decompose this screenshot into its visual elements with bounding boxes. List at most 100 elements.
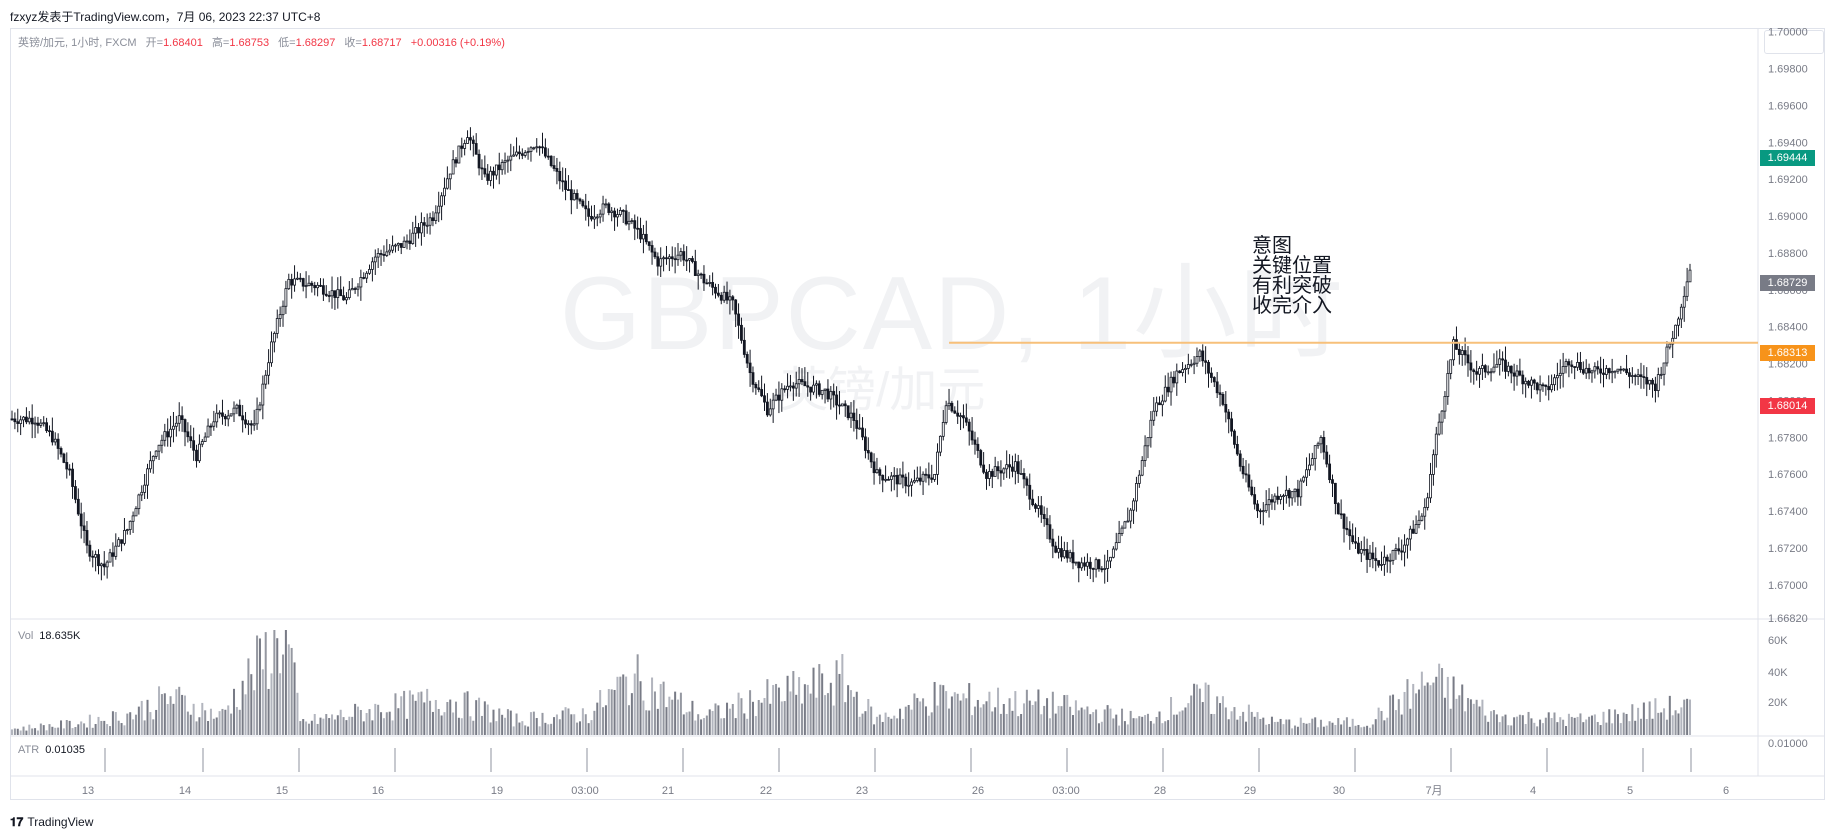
- volume-bar: [1686, 698, 1689, 735]
- volume-bar: [749, 690, 752, 735]
- candle-body: [1486, 371, 1490, 374]
- volume-bar: [1158, 711, 1161, 735]
- volume-bar: [94, 724, 97, 735]
- candle-body: [218, 412, 221, 415]
- volume-bar: [1435, 676, 1438, 735]
- volume-bar: [103, 720, 106, 735]
- volume-bar: [1608, 709, 1611, 735]
- candle-body: [275, 318, 279, 334]
- candle-body: [598, 213, 602, 218]
- volume-bar: [754, 716, 757, 735]
- candle-body: [685, 259, 689, 262]
- volume-bar: [1005, 713, 1008, 735]
- volume-bar: [1605, 722, 1608, 735]
- candle-body: [1512, 372, 1516, 377]
- volume-bar: [57, 727, 60, 735]
- volume-axis-20k: 20K: [1768, 697, 1788, 709]
- candle-body: [665, 257, 668, 260]
- y-tick-label: 1.67600: [1768, 469, 1808, 481]
- volume-bar: [1317, 727, 1320, 735]
- volume-bar: [446, 702, 449, 735]
- volume-bar: [1322, 726, 1325, 735]
- candle-body: [1305, 469, 1308, 478]
- candle-body: [944, 405, 948, 423]
- annotation-note[interactable]: 意图 关键位置 有利突破 收完介入: [1252, 236, 1332, 316]
- volume-bar: [463, 692, 466, 735]
- scale-settings-box[interactable]: [1764, 30, 1824, 54]
- open-label: 开=: [145, 37, 164, 49]
- volume-bar: [1357, 724, 1360, 735]
- candle-body: [1671, 337, 1675, 345]
- candle-body: [938, 435, 942, 453]
- volume-bar: [356, 706, 359, 735]
- volume-bar: [501, 714, 504, 735]
- volume-bar: [250, 674, 253, 735]
- candle-body: [1587, 367, 1591, 374]
- volume-bar: [253, 690, 256, 735]
- candle-body: [693, 261, 697, 276]
- candle-body: [1235, 443, 1239, 455]
- candle-body: [601, 203, 605, 215]
- candle-body: [962, 415, 965, 419]
- volume-bar: [1172, 714, 1175, 735]
- volume-bar: [1170, 697, 1173, 735]
- volume-bar: [630, 693, 633, 735]
- candle-body: [1625, 368, 1628, 374]
- candle-body: [1143, 445, 1147, 461]
- atr-bar: [1354, 748, 1356, 772]
- candle-body: [509, 155, 513, 161]
- volume-bar: [1086, 706, 1089, 735]
- volume-bar: [333, 719, 336, 735]
- volume-bar: [339, 709, 342, 735]
- price-chart[interactable]: 1.70000 1.69800 1.69600 1.69400 1.69200 1.690…: [0, 0, 1835, 800]
- candle-body: [1518, 370, 1522, 376]
- candle-body: [541, 146, 544, 149]
- tradingview-logo-icon: 𝟏𝟕: [10, 815, 24, 829]
- candle-body: [1573, 366, 1577, 368]
- volume-bar: [1394, 710, 1397, 735]
- candle-body: [1261, 510, 1265, 513]
- candle-body: [1616, 368, 1620, 372]
- volume-bar: [1386, 717, 1389, 735]
- footer-brand[interactable]: 𝟏𝟕 TradingView: [10, 815, 93, 830]
- volume-bar: [1097, 723, 1100, 735]
- candle-body: [1651, 379, 1654, 385]
- candle-body: [105, 561, 109, 568]
- y-tick-label: 1.69000: [1768, 211, 1808, 223]
- volume-bar: [1634, 720, 1637, 735]
- volume-bar: [1582, 722, 1585, 735]
- candle-body: [714, 286, 717, 294]
- candle-body: [463, 143, 467, 149]
- volume-bar: [737, 692, 740, 735]
- candle-body: [564, 180, 567, 190]
- candle-body: [500, 162, 504, 171]
- candle-body: [884, 478, 888, 481]
- volume-bar: [708, 709, 711, 735]
- volume-bar: [440, 715, 443, 735]
- atr-bar: [104, 748, 106, 772]
- candle-body: [789, 385, 792, 388]
- candle-body: [1207, 361, 1210, 374]
- candle-body: [1310, 458, 1314, 466]
- candle-body: [203, 436, 207, 442]
- y-tick-label: 1.69400: [1768, 137, 1808, 149]
- candle-body: [1028, 484, 1032, 500]
- candle-body: [552, 165, 556, 169]
- candle-body: [1431, 454, 1435, 475]
- volume-bar: [388, 711, 391, 735]
- volume-bar: [313, 713, 316, 735]
- candle-body: [1247, 474, 1251, 488]
- candle-body: [1253, 494, 1257, 505]
- candle-body: [1036, 505, 1040, 509]
- volume-bar: [651, 677, 654, 735]
- volume-bar: [472, 720, 475, 735]
- candle-body: [520, 153, 524, 156]
- volume-bar: [1446, 676, 1449, 735]
- candle-body: [1212, 377, 1216, 383]
- volume-bar: [91, 727, 94, 735]
- volume-bar: [1343, 720, 1346, 735]
- volume-bar: [973, 706, 976, 735]
- candle-body: [1284, 489, 1288, 497]
- candle-body: [1633, 375, 1637, 377]
- volume-bar: [1233, 707, 1236, 735]
